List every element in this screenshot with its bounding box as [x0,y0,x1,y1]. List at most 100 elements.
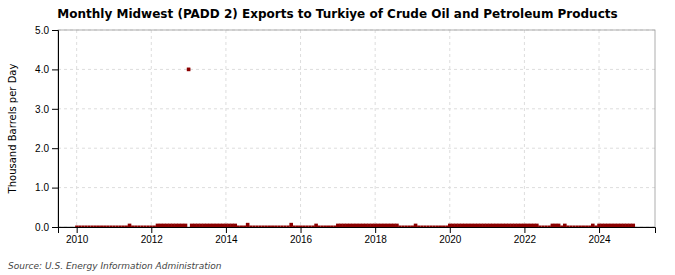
point [355,224,359,227]
tick: 2020 [439,227,462,245]
tick-mark [524,227,525,233]
point [373,224,377,227]
point [361,224,365,227]
point [554,224,558,227]
point [520,224,524,227]
point [212,224,216,227]
title: Monthly Midwest (PADD 2) Exports to Turk… [57,7,617,21]
point [97,226,100,228]
point [423,226,426,228]
point [364,224,368,227]
tick: 2022 [514,227,537,245]
point [386,224,390,227]
point [287,226,290,228]
tick-mark [52,69,58,70]
point [277,226,280,228]
tick-label: 2012 [141,234,164,245]
point [504,224,508,227]
tick-mark [226,227,227,233]
point [464,224,468,227]
point [479,224,483,227]
point [389,224,393,227]
tick-label: 1.0 [35,182,49,193]
point [603,224,607,227]
point [439,226,442,228]
point [246,223,250,227]
grid-line [58,148,655,149]
point [318,226,321,228]
point [399,226,402,228]
point [625,224,629,227]
point [535,224,539,227]
grid [58,30,655,227]
tick: 2010 [66,227,89,245]
point [314,224,318,227]
tick-mark [77,227,78,233]
point [109,226,112,228]
grid-line [599,30,600,227]
point [190,224,194,227]
point [321,226,324,228]
point [442,226,445,228]
point [616,224,620,227]
point [265,226,268,228]
point [628,224,632,227]
point [488,224,492,227]
point [150,226,153,228]
point [221,224,225,227]
point [181,224,185,227]
point [106,226,109,228]
point [289,223,293,227]
point [327,226,330,228]
tick: 0.0 [35,222,58,233]
point [495,224,499,227]
point [249,226,252,228]
point [177,224,181,227]
point [579,226,582,228]
point [588,226,591,228]
point [380,224,384,227]
point [283,226,286,228]
series [75,68,635,227]
tick-mark [375,227,376,233]
point [122,226,125,228]
point [131,226,134,228]
tick-label: 2020 [439,234,462,245]
tick-label: 2016 [290,234,313,245]
point [187,68,191,72]
tick-mark [450,227,451,233]
point [224,224,228,227]
point [448,224,452,227]
grid-line [58,108,655,109]
point [196,224,200,227]
tick: 2024 [588,227,611,245]
point [610,224,614,227]
point [622,224,626,227]
point [433,226,436,228]
point [134,226,137,228]
point [100,226,103,228]
point [566,226,569,228]
point [302,226,305,228]
point [420,226,423,228]
point [473,224,477,227]
tick-mark [52,148,58,149]
point [576,226,579,228]
point [548,226,551,228]
point [445,226,448,228]
axis-line [52,31,59,228]
point [162,224,166,227]
tick: 2.0 [35,143,58,154]
point [119,226,122,228]
point [551,224,555,227]
point [293,226,296,228]
point [84,226,87,228]
point [311,226,314,228]
grid-line [58,187,655,188]
point [597,224,601,227]
tick-label: 2022 [514,234,537,245]
tick-label: 4.0 [35,64,49,75]
point [507,224,511,227]
point [187,68,190,71]
point [299,226,302,228]
